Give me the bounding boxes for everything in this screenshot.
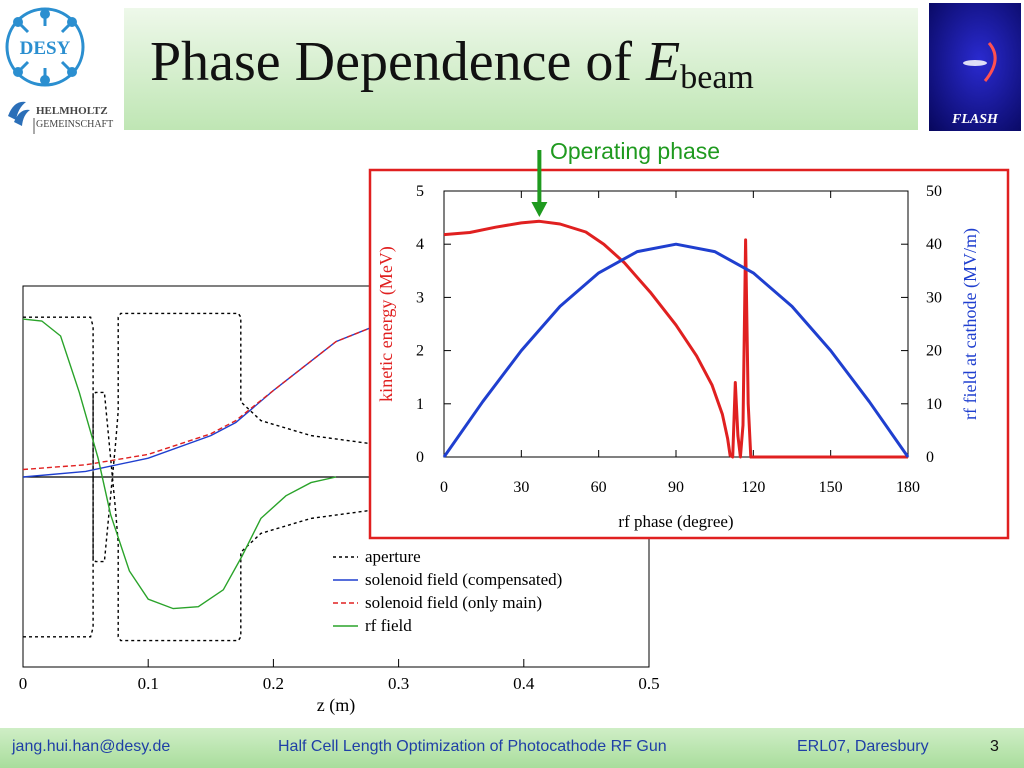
field-series-0-mirror bbox=[23, 391, 649, 642]
legend-label-2: solenoid field (only main) bbox=[365, 593, 542, 612]
slide-title: Phase Dependence of Ebeam bbox=[150, 31, 754, 96]
footer-venue: ERL07, Daresbury bbox=[797, 738, 929, 755]
flash-logo: FLASH bbox=[929, 3, 1021, 131]
arrow-head bbox=[531, 202, 548, 217]
phase-x-tick-label: 150 bbox=[819, 479, 843, 496]
legend-label-1: solenoid field (compensated) bbox=[365, 570, 562, 589]
legend-label-3: rf field bbox=[365, 616, 412, 635]
phase-x-tick-label: 60 bbox=[591, 479, 607, 496]
phase-y-tick-label-right: 30 bbox=[926, 289, 942, 306]
phase-x-tick-label: 0 bbox=[440, 479, 448, 496]
phase-x-tick-label: 90 bbox=[668, 479, 684, 496]
phase-y-tick-label-left: 1 bbox=[416, 396, 424, 413]
field-series-3 bbox=[22, 318, 337, 610]
helmholtz-line2: GEMEINSCHAFT bbox=[36, 119, 113, 130]
legend-label-0: aperture bbox=[365, 547, 421, 566]
footer-talk-title: Half Cell Length Optimization of Photoca… bbox=[278, 738, 667, 755]
field-x-tick-label: 0.3 bbox=[388, 674, 409, 693]
footer-email: jang.hui.han@desy.de bbox=[12, 738, 171, 755]
field-x-tick-label: 0.1 bbox=[138, 674, 159, 693]
footer-bar: jang.hui.han@desy.de Half Cell Length Op… bbox=[0, 728, 1024, 768]
phase-y-tick-label-left: 5 bbox=[416, 183, 424, 200]
helmholtz-logo: HELMHOLTZ GEMEINSCHAFT bbox=[8, 101, 113, 134]
operating-phase-label: Operating phase bbox=[550, 138, 721, 164]
phase-y-tick-label-left: 3 bbox=[416, 289, 424, 306]
phase-y-tick-label-left: 4 bbox=[416, 236, 424, 253]
field-profile-chart: 0 0.1 0.2 0.3 0.4 0.5 aperture solenoid field … bbox=[19, 285, 660, 716]
flash-logo-text: FLASH bbox=[951, 112, 999, 127]
field-x-tick-label: 0.5 bbox=[638, 674, 659, 693]
field-series-0 bbox=[23, 312, 649, 563]
field-chart-xlabel: z (m) bbox=[317, 695, 355, 716]
phase-chart-ylabel-right: rf field at cathode (MV/m) bbox=[960, 228, 981, 420]
phase-y-tick-label-right: 50 bbox=[926, 183, 942, 200]
phase-y-tick-label-right: 40 bbox=[926, 236, 942, 253]
phase-series-right bbox=[442, 242, 910, 458]
phase-x-tick-label: 120 bbox=[741, 479, 765, 496]
field-x-tick-label: 0.2 bbox=[263, 674, 284, 693]
phase-x-tick-label: 30 bbox=[513, 479, 529, 496]
phase-y-tick-label-left: 0 bbox=[416, 449, 424, 466]
footer-page-number: 3 bbox=[990, 738, 999, 755]
phase-y-tick-label-right: 0 bbox=[926, 449, 934, 466]
phase-chart-ylabel-left: kinetic energy (MeV) bbox=[376, 246, 397, 402]
desy-logo: DESY bbox=[5, 7, 85, 87]
title-banner bbox=[124, 8, 918, 130]
helmholtz-line1: HELMHOLTZ bbox=[36, 105, 108, 117]
phase-x-tick-label: 180 bbox=[896, 479, 920, 496]
field-x-tick-label: 0 bbox=[19, 674, 28, 693]
field-x-tick-label: 0.4 bbox=[513, 674, 535, 693]
phase-y-tick-label-right: 10 bbox=[926, 396, 942, 413]
phase-y-tick-label-left: 2 bbox=[416, 343, 424, 360]
phase-y-tick-label-right: 20 bbox=[926, 343, 942, 360]
operating-phase-arrow bbox=[531, 150, 548, 217]
phase-chart-xlabel: rf phase (degree) bbox=[618, 512, 733, 531]
desy-logo-text: DESY bbox=[20, 38, 71, 59]
phase-series-left bbox=[443, 219, 908, 459]
